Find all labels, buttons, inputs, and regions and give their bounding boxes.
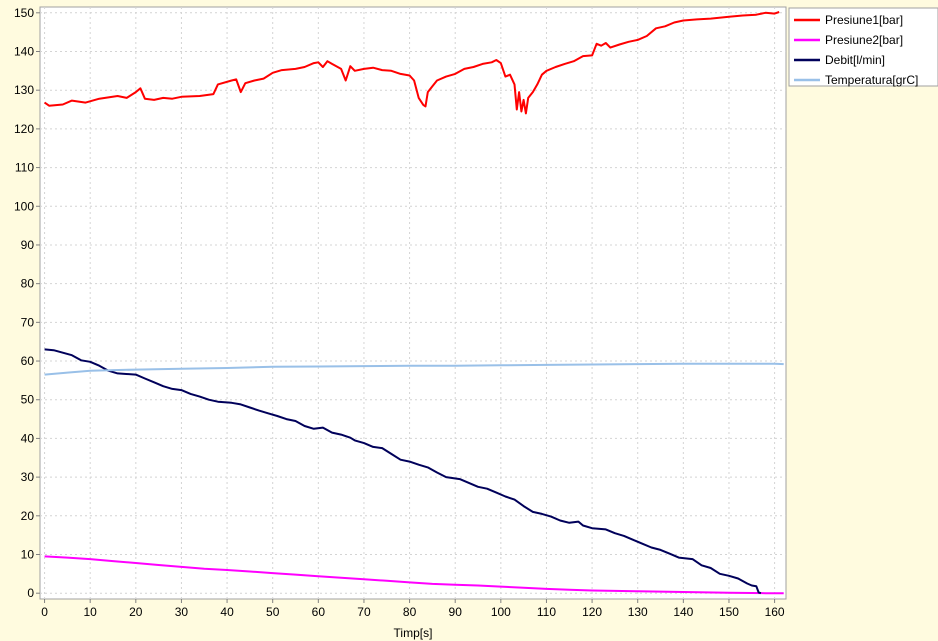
axes: 0 10 20 30 40 50 60 70 80 90 100 110 120 130 140 150 160… <box>14 6 785 619</box>
x-tick-label: 30 <box>175 605 189 619</box>
y-tick-label: 80 <box>21 277 35 291</box>
x-tick-label: 0 <box>41 605 48 619</box>
legend: Presiune1[bar] Presiune2[bar] Debit[l/min]… <box>788 7 938 87</box>
y-tick-label: 100 <box>14 199 34 213</box>
x-tick-label: 120 <box>582 605 602 619</box>
series-line-presiune2-bar <box>44 555 784 595</box>
series-line-presiune1-bar <box>44 11 780 115</box>
legend-label-presiune2-bar: Presiune2[bar] <box>825 33 903 47</box>
x-tick-label: 10 <box>84 605 98 619</box>
x-axis-title: Timp[s] <box>394 626 433 640</box>
y-tick-label: 110 <box>15 161 34 175</box>
x-tick-label: 60 <box>312 605 326 619</box>
legend-label-temperatura-grc: Temperatura[grC] <box>825 73 918 87</box>
y-tick-label: 40 <box>21 431 35 445</box>
y-tick-label: 60 <box>21 354 35 368</box>
y-tick-label: 70 <box>21 315 35 329</box>
x-tick-label: 40 <box>220 605 234 619</box>
legend-label-debit-l-min: Debit[l/min] <box>825 53 885 67</box>
series-lines <box>44 11 784 595</box>
plot-area <box>39 6 787 600</box>
x-tick-label: 80 <box>403 605 417 619</box>
x-tick-label: 70 <box>357 605 371 619</box>
y-tick-label: 0 <box>27 586 34 600</box>
y-tick-label: 140 <box>14 44 34 58</box>
series-line-debit-l-min <box>44 348 762 595</box>
series-line-temperatura-grc <box>44 362 784 376</box>
x-tick-label: 20 <box>129 605 143 619</box>
y-tick-label: 20 <box>21 509 35 523</box>
y-tick-label: 50 <box>21 393 35 407</box>
x-tick-label: 110 <box>537 605 556 619</box>
x-tick-label: 50 <box>266 605 280 619</box>
x-tick-label: 90 <box>449 605 463 619</box>
x-tick-label: 160 <box>765 605 785 619</box>
y-tick-label: 120 <box>14 122 34 136</box>
y-tick-label: 30 <box>21 470 35 484</box>
x-tick-label: 150 <box>719 605 739 619</box>
x-tick-label: 100 <box>491 605 511 619</box>
y-tick-label: 150 <box>14 6 34 20</box>
grid-lines <box>40 7 786 599</box>
x-tick-label: 140 <box>673 605 693 619</box>
y-tick-label: 90 <box>21 238 35 252</box>
x-tick-label: 130 <box>628 605 648 619</box>
legend-label-presiune1-bar: Presiune1[bar] <box>825 13 903 27</box>
y-tick-label: 130 <box>14 83 34 97</box>
y-tick-label: 10 <box>21 548 35 562</box>
